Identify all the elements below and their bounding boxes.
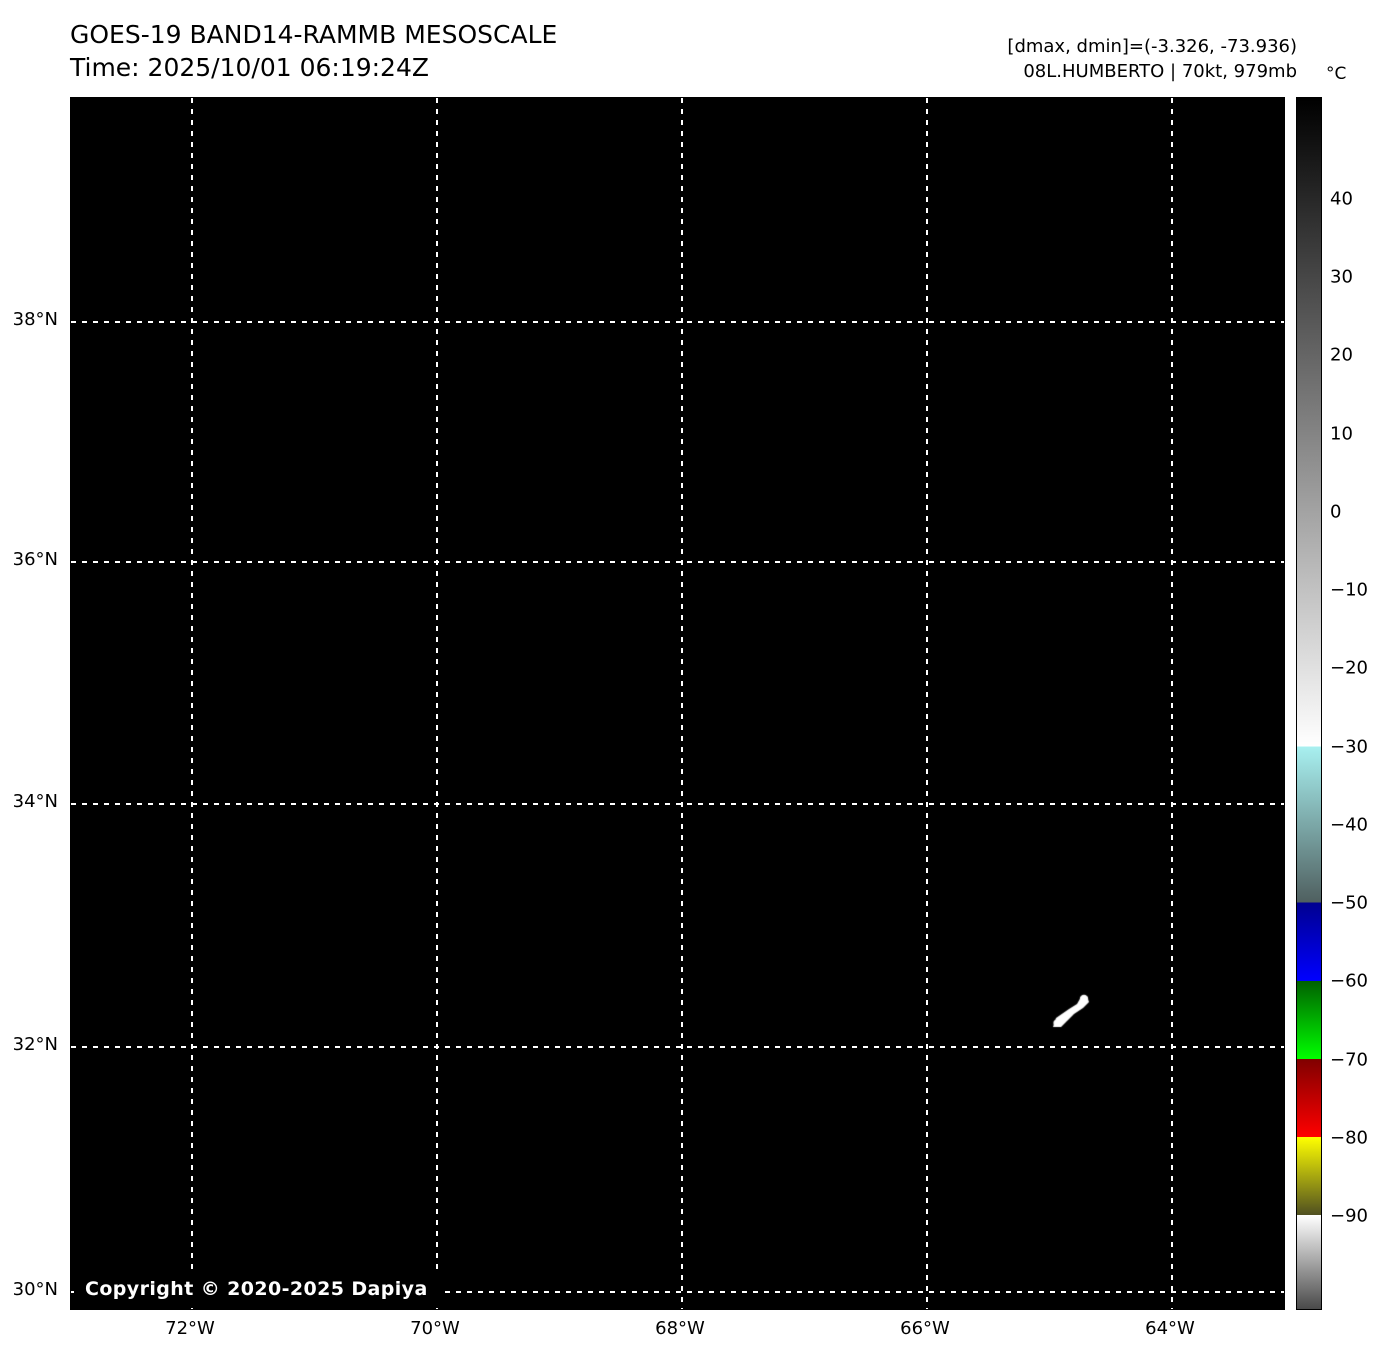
colorbar-tick-label: 40 bbox=[1330, 188, 1353, 210]
satellite-image-plot[interactable]: Copyright © 2020-2025 Dapiya bbox=[70, 97, 1285, 1310]
copyright-badge: Copyright © 2020-2025 Dapiya bbox=[74, 1273, 439, 1306]
data-range-label: [dmax, dmin]=(-3.326, -73.936) bbox=[1007, 36, 1297, 57]
lon-tick-label: 66°W bbox=[900, 1318, 950, 1339]
lon-tick-label: 68°W bbox=[655, 1318, 705, 1339]
colorbar-tick-label: 0 bbox=[1330, 501, 1342, 523]
lat-tick-label: 32°N bbox=[12, 1034, 58, 1055]
temperature-colorbar[interactable] bbox=[1296, 97, 1322, 1310]
lat-tick-label: 38°N bbox=[12, 309, 58, 330]
colorbar-tick-label: −20 bbox=[1330, 657, 1368, 679]
metadata-block: [dmax, dmin]=(-3.326, -73.936) 08L.HUMBE… bbox=[1007, 34, 1297, 84]
lat-tick-label: 36°N bbox=[12, 549, 58, 570]
colorbar-tick-label: −50 bbox=[1330, 892, 1368, 914]
lon-tick-label: 64°W bbox=[1145, 1318, 1195, 1339]
satellite-imagery-canvas bbox=[71, 98, 1284, 1309]
timestamp-label: Time: 2025/10/01 06:19:24Z bbox=[70, 53, 429, 82]
colorbar-tick-label: 10 bbox=[1330, 423, 1353, 444]
lat-tick-label: 34°N bbox=[12, 791, 58, 812]
colorbar-tick-label: 30 bbox=[1330, 266, 1353, 288]
lon-tick-label: 72°W bbox=[165, 1318, 215, 1339]
colorbar-tick-label: −10 bbox=[1330, 579, 1368, 601]
title-block: GOES-19 BAND14-RAMMB MESOSCALE Time: 202… bbox=[70, 18, 557, 84]
colorbar-gradient bbox=[1297, 98, 1321, 1309]
colorbar-tick-label: −80 bbox=[1330, 1127, 1368, 1149]
lat-tick-label: 30°N bbox=[12, 1279, 58, 1300]
colorbar-tick-label: −40 bbox=[1330, 814, 1368, 836]
colorbar-unit-label: °C bbox=[1326, 64, 1347, 84]
colorbar-tick-label: 20 bbox=[1330, 344, 1353, 366]
storm-info-label: 08L.HUMBERTO | 70kt, 979mb bbox=[1023, 61, 1297, 82]
colorbar-tick-label: −60 bbox=[1330, 970, 1368, 992]
lon-tick-label: 70°W bbox=[410, 1318, 460, 1339]
colorbar-tick-label: −30 bbox=[1330, 736, 1368, 758]
colorbar-tick-label: −90 bbox=[1330, 1205, 1368, 1227]
page-title: GOES-19 BAND14-RAMMB MESOSCALE bbox=[70, 20, 558, 49]
colorbar-tick-label: −70 bbox=[1330, 1049, 1368, 1071]
